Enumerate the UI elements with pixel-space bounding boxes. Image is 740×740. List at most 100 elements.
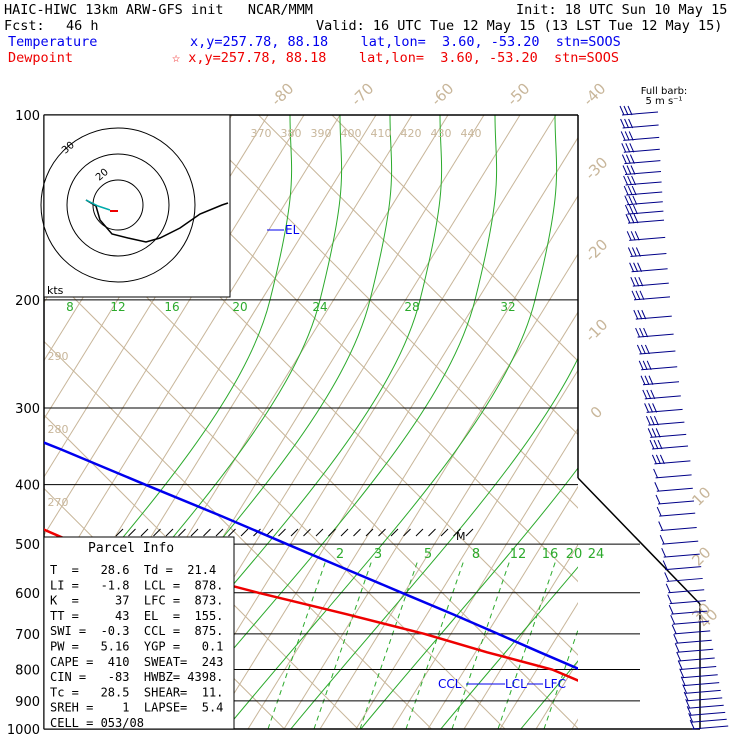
wind-barb — [681, 674, 718, 679]
wind-barb — [680, 665, 717, 670]
isotherm-label: -20 — [581, 235, 611, 265]
wind-barb-flag — [627, 247, 633, 257]
wind-barb-flag — [644, 403, 650, 413]
wind-barb-flag — [686, 706, 692, 716]
wind-barb-flag — [674, 643, 680, 653]
wind-barb-flag — [679, 668, 685, 678]
wind-barb — [687, 704, 724, 709]
wind-barb-flag — [642, 360, 648, 370]
wind-barb-flag — [640, 375, 646, 385]
hatch-mark — [290, 528, 299, 537]
parcel-info-row: LI = -1.8 LCL = 878. — [50, 578, 223, 592]
wind-barb-flag — [637, 309, 643, 320]
wind-barb-flag — [637, 262, 643, 272]
wind-barb-flag — [624, 131, 630, 141]
wind-barb-flag — [624, 118, 630, 129]
wind-barb-flag — [644, 344, 650, 355]
wind-barb — [692, 725, 729, 730]
wind-barb-flag — [648, 403, 654, 413]
dry-adiabat-line — [644, 115, 740, 729]
dry-adiabat-line — [0, 115, 16, 729]
wind-barb-flag — [625, 143, 631, 153]
wind-barb-flag — [653, 439, 659, 450]
wind-barb-flag — [659, 534, 665, 545]
parcel-info-row: T = 28.6 Td = 21.4 — [50, 563, 216, 577]
wind-barb — [655, 474, 692, 479]
wind-barb-flag — [657, 439, 663, 450]
wind-barb-flag — [628, 195, 634, 205]
moist-adiabat-line — [225, 115, 558, 729]
mixing-ratio-line — [636, 560, 694, 729]
wind-barb-flag — [625, 213, 631, 224]
wind-barb-flag — [635, 247, 641, 257]
wind-barb-flag — [621, 143, 627, 153]
wind-barb — [690, 718, 727, 723]
hatch-mark — [378, 528, 386, 537]
wind-barb-flag — [639, 327, 645, 338]
dry-adiabat-line — [355, 369, 578, 729]
theta-label: 420 — [401, 127, 422, 140]
hatch-mark — [153, 528, 161, 537]
wind-barb-flag — [685, 699, 691, 709]
wind-barb-flag — [638, 360, 644, 370]
moist-adiabat-line — [360, 467, 578, 729]
hatch-mark — [340, 528, 349, 537]
wind-barb-flag — [628, 131, 634, 141]
dry-adiabat-line — [499, 602, 578, 729]
hatch-mark — [303, 528, 311, 537]
wind-barb — [659, 512, 696, 517]
wind-barb-flag — [624, 204, 630, 215]
hodograph-ring-outer — [40, 127, 196, 283]
parcel-info-box: Parcel Info T = 28.6 Td = 21.4LI = -1.8 L… — [43, 536, 235, 730]
wind-barb-flag — [644, 375, 650, 385]
wind-barb-flag — [656, 506, 662, 517]
wind-barb-flag — [632, 204, 638, 215]
hatch-mark — [415, 528, 424, 537]
hatch-mark — [278, 528, 286, 537]
isotherm-label: -60 — [427, 79, 457, 109]
dry-adiabat-line — [680, 115, 740, 729]
wind-barb-flag — [622, 165, 628, 175]
barb-legend-label: Full barb: — [641, 86, 688, 97]
hatch-mark — [428, 528, 436, 537]
wind-barb-flag — [631, 185, 637, 196]
wind-barb-flag — [641, 309, 647, 320]
wind-barb-flag — [619, 105, 625, 116]
wind-barb-flag — [642, 389, 648, 400]
lfc-label: LFC — [544, 677, 566, 691]
wind-barb — [686, 697, 723, 702]
mixing-ratio-label: 32 — [500, 300, 515, 314]
wind-barb-flag — [624, 195, 630, 205]
wind-barb-flag — [634, 231, 640, 241]
ccl-label: CCL — [438, 677, 462, 691]
wind-barb-flag — [648, 375, 654, 385]
theta-label: 380 — [281, 127, 302, 140]
parcel-info-row: Tc = 28.5 SHEAR= 11. — [50, 685, 223, 699]
plot-diagonal-edge — [577, 477, 701, 605]
isotherm-label: -80 — [267, 79, 297, 109]
wind-barb-flag — [628, 204, 634, 215]
mixing-ratio-label: 20 — [232, 300, 247, 314]
mixing-ratio-line — [313, 559, 373, 729]
isotherm-label: 20 — [688, 543, 714, 569]
wind-barb-flag — [631, 290, 637, 301]
isotherm-line — [331, 115, 578, 362]
wind-barb-flag — [653, 468, 659, 479]
dry-adiabat-line — [427, 485, 578, 729]
wind-barb-flag — [665, 583, 671, 593]
hatch-mark — [228, 528, 236, 537]
isotherm-label: 10 — [688, 483, 714, 509]
theta-label: 410 — [371, 127, 392, 140]
wind-barb-flag — [639, 290, 645, 301]
wind-barb-flag — [620, 118, 626, 129]
el-label: EL — [285, 223, 300, 237]
dry-adiabat-line — [283, 253, 578, 729]
wind-barb-flag — [631, 247, 637, 257]
hatch-mark — [190, 528, 199, 537]
wind-barb-flag — [629, 262, 635, 272]
isotherm-line — [44, 267, 506, 729]
pressure-label: 500 — [15, 538, 40, 553]
wind-barb-flag — [649, 415, 655, 426]
